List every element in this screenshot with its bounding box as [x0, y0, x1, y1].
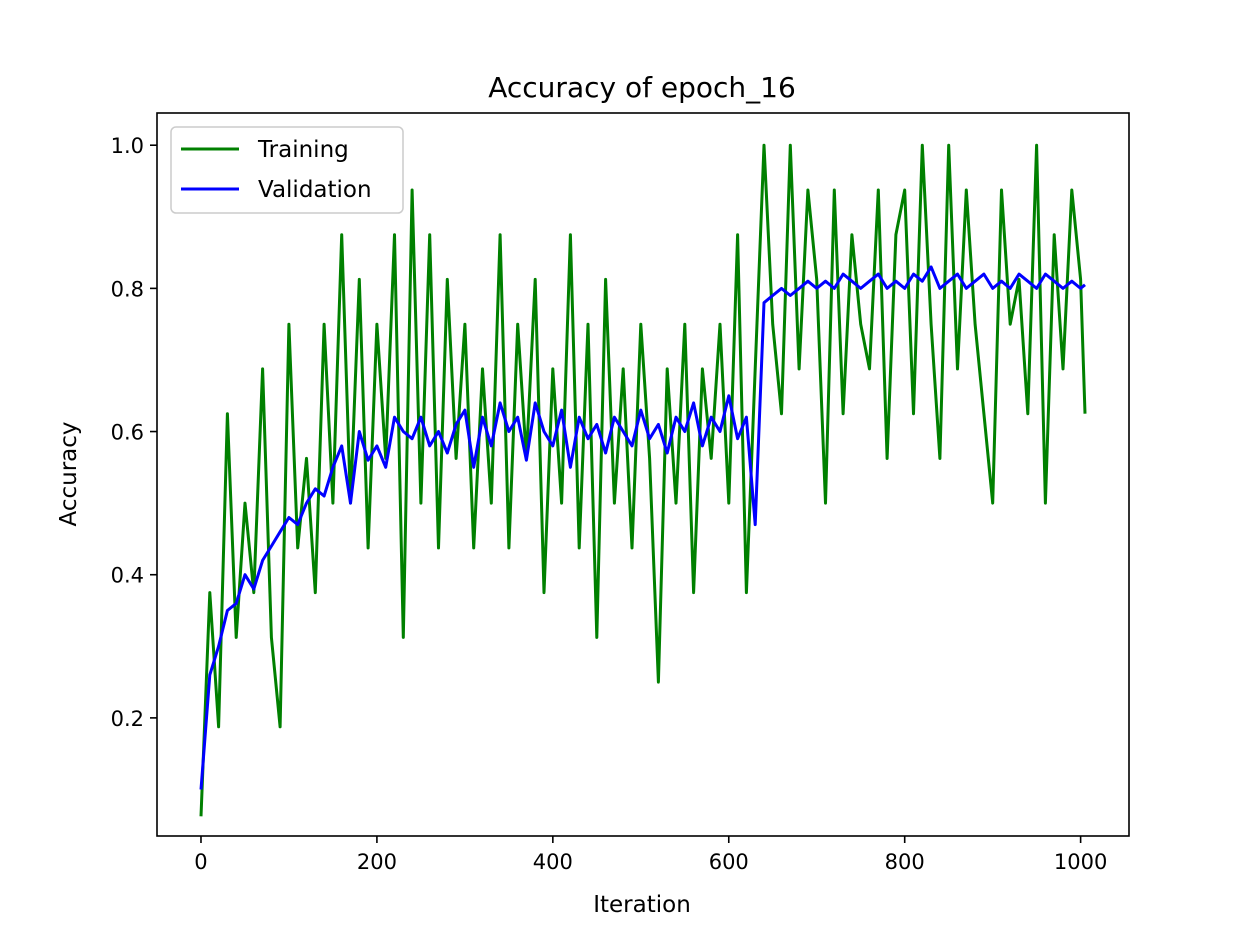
- y-tick-label: 0.6: [111, 421, 144, 445]
- y-tick-label: 0.8: [111, 277, 144, 301]
- y-tick-label: 1.0: [111, 134, 144, 158]
- y-tick-label: 0.4: [111, 564, 144, 588]
- axes-frame: [156, 112, 1130, 837]
- legend: Training Validation: [170, 126, 404, 214]
- x-tick-label: 1000: [1054, 850, 1107, 874]
- y-axis-label: Accuracy: [56, 421, 82, 526]
- legend-label-training: Training: [257, 137, 349, 163]
- plot-area: [199, 143, 1087, 817]
- y-tick-label: 0.2: [111, 707, 144, 731]
- chart-title: Accuracy of epoch_16: [488, 71, 796, 104]
- x-tick-label: 800: [885, 850, 925, 874]
- axes: 0 200 400 600 800 1000 0.2 0.4 0.6 0.8 1.0: [111, 112, 1130, 874]
- x-tick-label: 600: [709, 850, 749, 874]
- x-tick-label: 400: [533, 850, 573, 874]
- x-tick-label: 0: [194, 850, 207, 874]
- legend-label-validation: Validation: [258, 177, 372, 203]
- x-axis-label: Iteration: [593, 892, 691, 918]
- series-line-training: [199, 143, 1087, 817]
- x-tick-label: 200: [357, 850, 397, 874]
- series-line-validation: [199, 265, 1086, 790]
